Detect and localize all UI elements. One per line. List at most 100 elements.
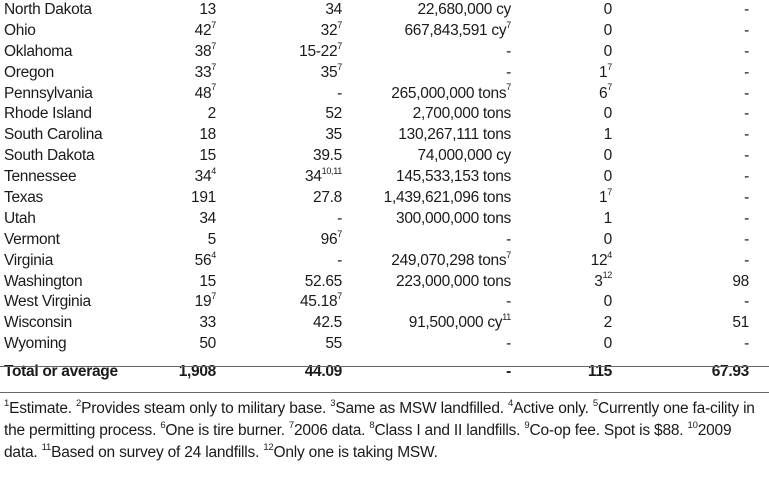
state-cell: South Dakota: [4, 146, 95, 167]
fee-cell-value: 15-22: [299, 42, 338, 60]
table-row: Ohio 427 327 667,843,591 cy7 0-: [0, 19, 769, 42]
fee-cell-footnote-ref: 7: [337, 228, 342, 239]
state-cell: Pennsylvania: [4, 84, 93, 105]
footnote-number: 7: [288, 419, 295, 431]
table-row: Tennessee 344 3410,11 145,533,153 tons 0-: [0, 166, 769, 188]
last-cell-value: -: [744, 105, 749, 123]
table-row: Wyoming 50 55 - 0 -: [0, 334, 769, 355]
fee-cell-value: 27.8: [313, 189, 342, 207]
state-cell-value: Virginia: [4, 251, 54, 269]
footnote-text: Only one is taking MSW.: [273, 444, 438, 461]
table-row: West Virginia 197 45.187-0-: [0, 292, 769, 313]
fee-cell-value: 35: [320, 63, 338, 81]
last-cell: -: [744, 209, 749, 230]
state-cell: Wyoming: [4, 334, 67, 355]
state-cell: South Carolina: [4, 125, 103, 146]
fee-cell: 327: [321, 19, 343, 42]
wte-cell: 0: [603, 334, 613, 355]
wte-cell-value: 0: [603, 21, 613, 39]
facilities-cell-value: 34: [199, 209, 216, 227]
capacity-cell-value: 130,267,111 tons: [398, 126, 511, 144]
last-cell-value: -: [744, 209, 749, 227]
capacity-cell: 223,000,000 tons: [396, 272, 511, 293]
footnote-number: 10: [687, 419, 698, 431]
capacity-cell: 130,267,111 tons: [398, 125, 511, 146]
capacity-cell-value: 249,070,298 tons: [391, 251, 507, 269]
state-cell-value: Vermont: [4, 230, 60, 248]
footnote-text: Estimate.: [9, 400, 77, 417]
last-cell-value: -: [744, 293, 749, 311]
wte-cell-value: 0: [603, 293, 613, 311]
capacity-cell: 22,680,000 cy: [418, 0, 512, 21]
facilities-cell-footnote-ref: 7: [211, 40, 216, 51]
facilities-cell: 33: [199, 313, 216, 334]
facilities-cell: 387: [195, 40, 217, 63]
capacity-cell-value: -: [506, 63, 511, 81]
facilities-cell-footnote-ref: 7: [211, 19, 216, 30]
state-cell-value: Washington: [4, 272, 83, 290]
wte-cell-footnote-ref: 7: [607, 82, 612, 93]
wte-cell-value: 12: [590, 251, 608, 269]
capacity-cell: 1,439,621,096 tons: [384, 188, 512, 209]
last-cell-value: 51: [732, 314, 749, 332]
facilities-cell: 50: [199, 334, 216, 355]
last-cell-value: -: [744, 84, 749, 102]
state-cell: Texas: [4, 188, 43, 209]
last-cell: -: [744, 292, 749, 313]
last-cell: -: [744, 188, 749, 209]
fee-cell: -: [337, 209, 342, 230]
footnote-number: 6: [160, 419, 166, 431]
landfill-table: North Dakota 13 34 22,680,000 cy 0- Ohio 427 32…: [0, 0, 769, 381]
wte-cell-value: 1: [598, 189, 608, 207]
table-row: Oregon 337 357-17-: [0, 62, 769, 84]
footnote: 6One is tire burner.: [160, 419, 289, 439]
fee-cell: 45.187: [300, 292, 342, 313]
facilities-cell-value: 15: [199, 272, 216, 290]
facilities-cell-value: 33: [194, 63, 212, 81]
wte-cell: 0: [604, 167, 613, 188]
footnote: 4Active only.: [508, 399, 593, 417]
state-cell-value: North Dakota: [4, 1, 92, 18]
fee-cell: 27.8: [313, 188, 342, 209]
capacity-cell-value: 300,000,000 tons: [396, 209, 511, 227]
facilities-cell-value: 191: [191, 189, 216, 207]
facilities-cell-footnote-ref: 4: [211, 249, 216, 260]
fee-cell-value: 45.18: [299, 293, 338, 311]
last-cell-value: -: [744, 168, 749, 186]
total-fee-value: 44.09: [304, 363, 343, 381]
fee-cell: 52.65: [304, 272, 343, 293]
last-cell-value: -: [744, 21, 749, 39]
capacity-cell: 249,070,298 tons7: [391, 250, 511, 272]
facilities-cell-value: 19: [194, 293, 212, 311]
last-cell-value: -: [744, 126, 749, 144]
capacity-cell-value: -: [506, 293, 511, 311]
capacity-cell: 74,000,000 cy: [418, 146, 512, 167]
wte-cell-value: 0: [603, 335, 613, 353]
table-row: North Dakota 13 34 22,680,000 cy 0 -: [0, 0, 769, 21]
facilities-cell-value: 18: [199, 126, 216, 144]
facilities-cell-footnote-ref: 7: [211, 291, 216, 302]
state-cell: Rhode Island: [4, 104, 92, 125]
last-cell-value: 98: [732, 272, 749, 290]
fee-cell-value: 42.5: [313, 314, 342, 332]
facilities-cell: 197: [194, 291, 217, 313]
footnote-text: Co-op fee. Spot is $88.: [529, 422, 688, 439]
wte-cell: 0: [604, 104, 613, 125]
fee-cell-value: 52.65: [304, 272, 343, 290]
state-cell-value: Pennsylvania: [4, 84, 93, 102]
facilities-cell-value: 48: [194, 84, 212, 102]
last-cell-value: -: [744, 147, 749, 165]
table-row: Oklahoma 387 15-227-0-: [0, 40, 769, 63]
total-last-value: 67.93: [711, 363, 750, 381]
footnote: 8Class I and II landfills.: [369, 421, 524, 439]
total-capacity-value: -: [506, 363, 511, 381]
fee-cell-value: 55: [325, 335, 342, 353]
table-row: South Dakota 15 39.5 74,000,000 cy 0 -: [0, 146, 769, 167]
last-cell: -: [744, 21, 749, 42]
fee-cell-footnote-ref: 7: [337, 19, 342, 30]
wte-cell: 0: [604, 146, 613, 167]
footnote-text: Provides steam only to military base.: [81, 400, 331, 417]
state-cell: Utah: [4, 209, 36, 230]
last-cell: -: [744, 42, 749, 63]
facilities-cell-value: 5: [207, 230, 217, 248]
